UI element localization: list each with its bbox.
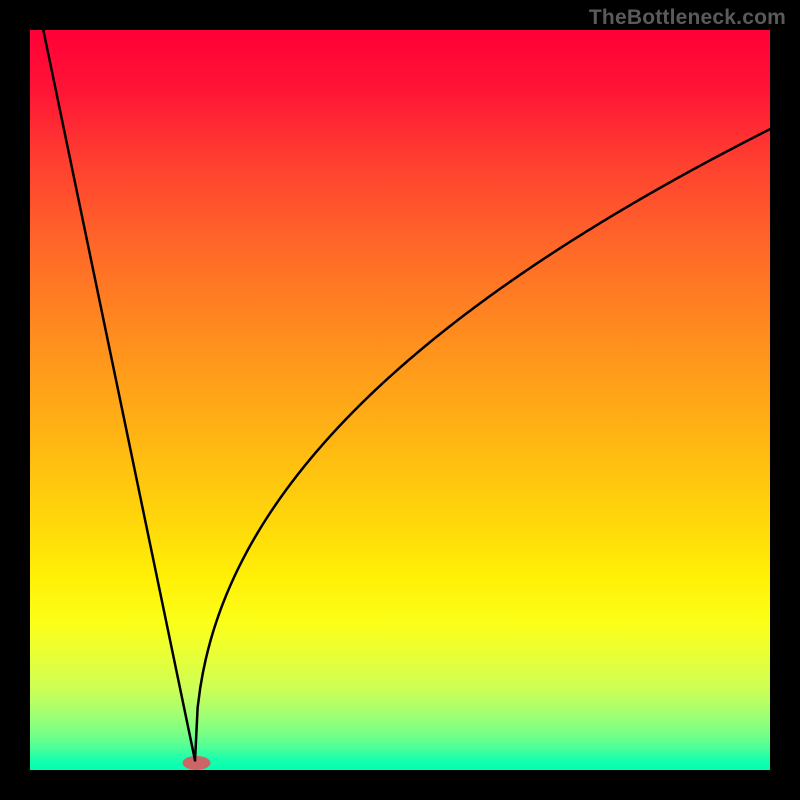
plot-gradient-background	[30, 30, 770, 770]
minimum-marker	[183, 756, 211, 770]
bottleneck-curve-chart	[0, 0, 800, 800]
chart-container: TheBottleneck.com	[0, 0, 800, 800]
